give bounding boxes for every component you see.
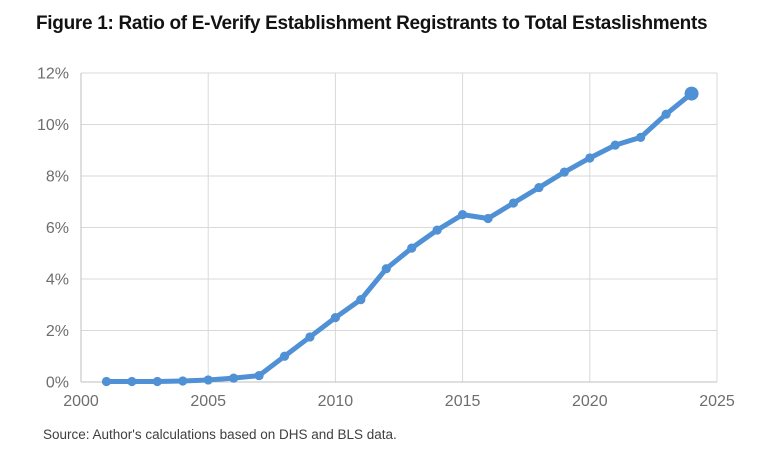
x-tick-label: 2005: [190, 393, 226, 410]
y-tick-label: 12%: [37, 66, 69, 83]
data-point: [356, 295, 366, 305]
y-tick-label: 10%: [37, 117, 69, 134]
y-tick-label: 0%: [46, 375, 69, 392]
data-point: [508, 198, 519, 208]
x-tick-label: 2020: [572, 393, 608, 410]
data-point: [458, 210, 468, 220]
y-tick-label: 8%: [46, 169, 69, 186]
data-point: [610, 140, 620, 150]
figure-title: Figure 1: Ratio of E-Verify Establishmen…: [36, 13, 708, 34]
x-tick-label: 2015: [445, 393, 481, 410]
source-note: Source: Author's calculations based on D…: [43, 427, 397, 442]
y-tick-label: 2%: [46, 323, 69, 340]
data-point: [585, 153, 595, 163]
data-line: [103, 91, 695, 384]
data-point: [407, 243, 417, 253]
data-point: [152, 376, 162, 387]
data-point: [254, 370, 264, 381]
data-point: [305, 332, 315, 342]
data-point: [127, 376, 137, 387]
data-point: [559, 167, 569, 177]
data-point: [101, 376, 112, 387]
x-tick-label: 2010: [318, 393, 354, 410]
data-point: [229, 373, 239, 383]
data-point: [534, 182, 544, 193]
data-point: [432, 225, 442, 235]
data-point: [203, 375, 213, 385]
data-point-endpoint: [684, 86, 699, 101]
data-point: [661, 109, 671, 119]
x-tick-label: 2000: [63, 393, 99, 410]
y-tick-label: 4%: [46, 272, 69, 289]
data-point: [636, 132, 646, 142]
data-point: [381, 264, 391, 274]
y-tick-label: 6%: [46, 220, 69, 237]
data-point: [279, 351, 290, 361]
data-point: [330, 313, 340, 323]
data-point: [178, 376, 188, 386]
x-tick-label: 2025: [699, 393, 735, 410]
data-point: [483, 213, 493, 224]
